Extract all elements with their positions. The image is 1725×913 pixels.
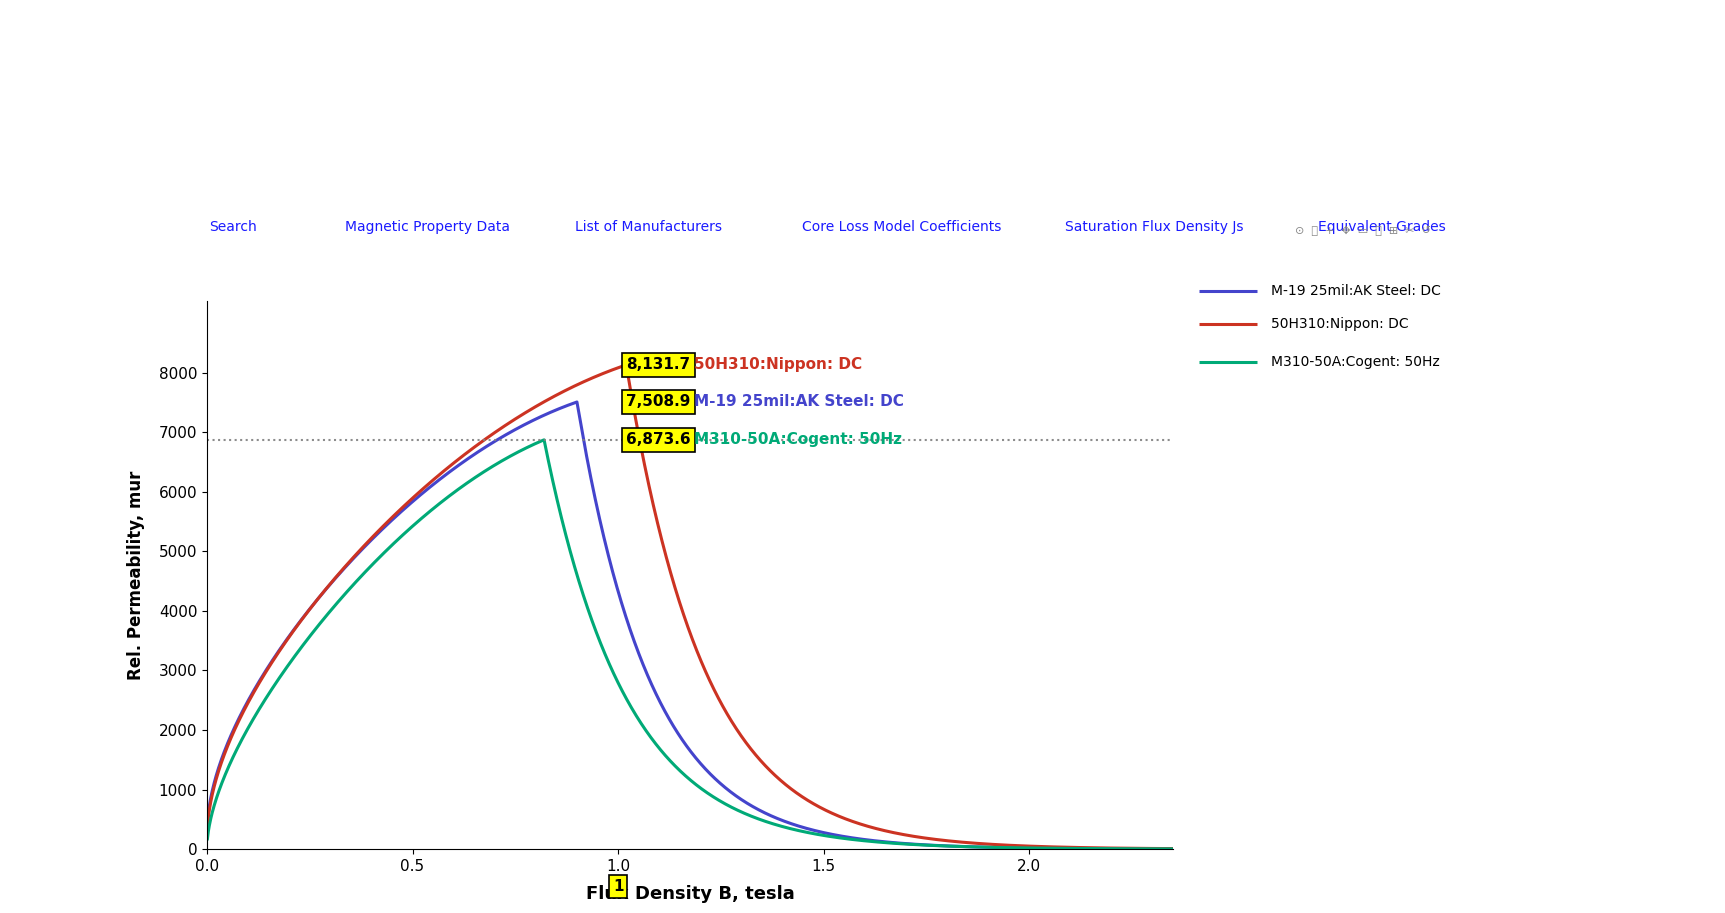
- Line: M310-50A:Cogent: 50Hz: M310-50A:Cogent: 50Hz: [207, 440, 1173, 849]
- Text: CL + Permeability Curves: CL + Permeability Curves: [1375, 46, 1654, 65]
- M-19 25mil:AK Steel: DC: (0.9, 7.51e+03): DC: (0.9, 7.51e+03): [566, 396, 587, 407]
- Text: M-19 25mil:AK Steel: DC: M-19 25mil:AK Steel: DC: [1271, 284, 1440, 298]
- Text: M-19 25mil:AK Steel: DC: M-19 25mil:AK Steel: DC: [693, 394, 904, 410]
- Line: 50H310:Nippon: DC: 50H310:Nippon: DC: [207, 365, 1173, 848]
- M310-50A:Cogent: 50Hz: (2.35, 3.27): 50Hz: (2.35, 3.27): [1163, 844, 1183, 855]
- Text: Core Loss Model Coefficients: Core Loss Model Coefficients: [802, 220, 1002, 234]
- Text: 6,873.6: 6,873.6: [626, 433, 692, 447]
- M-19 25mil:AK Steel: DC: (0.121, 2.75e+03): DC: (0.121, 2.75e+03): [247, 680, 267, 691]
- Text: List of Manufacturers: List of Manufacturers: [574, 220, 723, 234]
- Text: Permeability Curves: Permeability Curves: [913, 46, 1133, 65]
- Text: ⊙  🔍  +  ✥  ▭  🏠  ⊞  ✂  ↺: ⊙ 🔍 + ✥ ▭ 🏠 ⊞ ✂ ↺: [1295, 226, 1430, 236]
- M-19 25mil:AK Steel: DC: (0.001, 452): DC: (0.001, 452): [197, 817, 217, 828]
- Text: 7,508.9: 7,508.9: [626, 394, 690, 410]
- M-19 25mil:AK Steel: DC: (2.35, 2.58): DC: (2.35, 2.58): [1163, 844, 1183, 855]
- 50H310:Nippon: DC: (2.35, 8.06): DC: (2.35, 8.06): [1163, 843, 1183, 854]
- M310-50A:Cogent: 50Hz: (1.14, 1.36e+03): 50Hz: (1.14, 1.36e+03): [668, 762, 688, 773]
- 50H310:Nippon: DC: (2.28, 11.4): DC: (2.28, 11.4): [1135, 843, 1156, 854]
- Text: Equivalent Grades: Equivalent Grades: [1318, 220, 1446, 234]
- Text: Magnetization Curves: Magnetization Curves: [407, 46, 645, 65]
- 50H310:Nippon: DC: (1.14, 4.26e+03): DC: (1.14, 4.26e+03): [668, 590, 688, 601]
- M310-50A:Cogent: 50Hz: (2.28, 4.6): 50Hz: (2.28, 4.6): [1135, 844, 1156, 855]
- 50H310:Nippon: DC: (1.85, 108): DC: (1.85, 108): [957, 837, 978, 848]
- M-19 25mil:AK Steel: DC: (1.14, 1.96e+03): DC: (1.14, 1.96e+03): [668, 727, 688, 738]
- Text: 1: 1: [612, 879, 623, 894]
- 50H310:Nippon: DC: (1.02, 8.13e+03): DC: (1.02, 8.13e+03): [616, 360, 637, 371]
- Text: Saturation Curves: Saturation Curves: [426, 143, 626, 163]
- Line: M-19 25mil:AK Steel: DC: M-19 25mil:AK Steel: DC: [207, 402, 1173, 849]
- M310-50A:Cogent: 50Hz: (0.121, 2.28e+03): 50Hz: (0.121, 2.28e+03): [247, 708, 267, 719]
- Text: Search: Search: [209, 220, 257, 234]
- Text: Reluctivity Curves: Reluctivity Curves: [1414, 143, 1615, 163]
- M310-50A:Cogent: 50Hz: (2.28, 4.57): 50Hz: (2.28, 4.57): [1135, 844, 1156, 855]
- Text: Saturation Flux Density Js: Saturation Flux Density Js: [1064, 220, 1244, 234]
- Y-axis label: Rel. Permeability, mur: Rel. Permeability, mur: [126, 470, 145, 680]
- Text: Core Loss Models: Core Loss Models: [21, 143, 214, 163]
- M-19 25mil:AK Steel: DC: (1.08, 2.76e+03): DC: (1.08, 2.76e+03): [642, 679, 662, 690]
- M-19 25mil:AK Steel: DC: (2.28, 3.73): DC: (2.28, 3.73): [1135, 844, 1156, 855]
- X-axis label: Flux Density B, tesla: Flux Density B, tesla: [585, 885, 795, 903]
- Text: 50H310:Nippon: DC: 50H310:Nippon: DC: [693, 357, 862, 373]
- Text: M310-50A:Cogent: 50Hz: M310-50A:Cogent: 50Hz: [693, 433, 902, 447]
- 50H310:Nippon: DC: (2.28, 11.5): DC: (2.28, 11.5): [1135, 843, 1156, 854]
- 50H310:Nippon: DC: (0.001, 376): DC: (0.001, 376): [197, 821, 217, 832]
- M310-50A:Cogent: 50Hz: (1.85, 39.5): 50Hz: (1.85, 39.5): [957, 841, 978, 852]
- 50H310:Nippon: DC: (0.121, 2.72e+03): DC: (0.121, 2.72e+03): [247, 682, 267, 693]
- M310-50A:Cogent: 50Hz: (1.08, 1.85e+03): 50Hz: (1.08, 1.85e+03): [642, 733, 662, 744]
- 50H310:Nippon: DC: (1.08, 5.89e+03): DC: (1.08, 5.89e+03): [642, 493, 662, 504]
- Text: Magnetic Property Data: Magnetic Property Data: [345, 220, 511, 234]
- Text: M310-50A:Cogent: 50Hz: M310-50A:Cogent: 50Hz: [1271, 355, 1440, 369]
- M310-50A:Cogent: 50Hz: (0.001, 172): 50Hz: (0.001, 172): [197, 834, 217, 845]
- Text: 8,131.7: 8,131.7: [626, 357, 690, 373]
- M-19 25mil:AK Steel: DC: (2.28, 3.76): DC: (2.28, 3.76): [1135, 844, 1156, 855]
- Text: 50H310:Nippon: DC: 50H310:Nippon: DC: [1271, 317, 1409, 331]
- Text: Slope Permeability: Slope Permeability: [919, 143, 1126, 163]
- M310-50A:Cogent: 50Hz: (0.82, 6.87e+03): 50Hz: (0.82, 6.87e+03): [533, 435, 554, 446]
- Text: Core Loss Curves: Core Loss Curves: [22, 46, 212, 65]
- M-19 25mil:AK Steel: DC: (1.85, 40): DC: (1.85, 40): [957, 841, 978, 852]
